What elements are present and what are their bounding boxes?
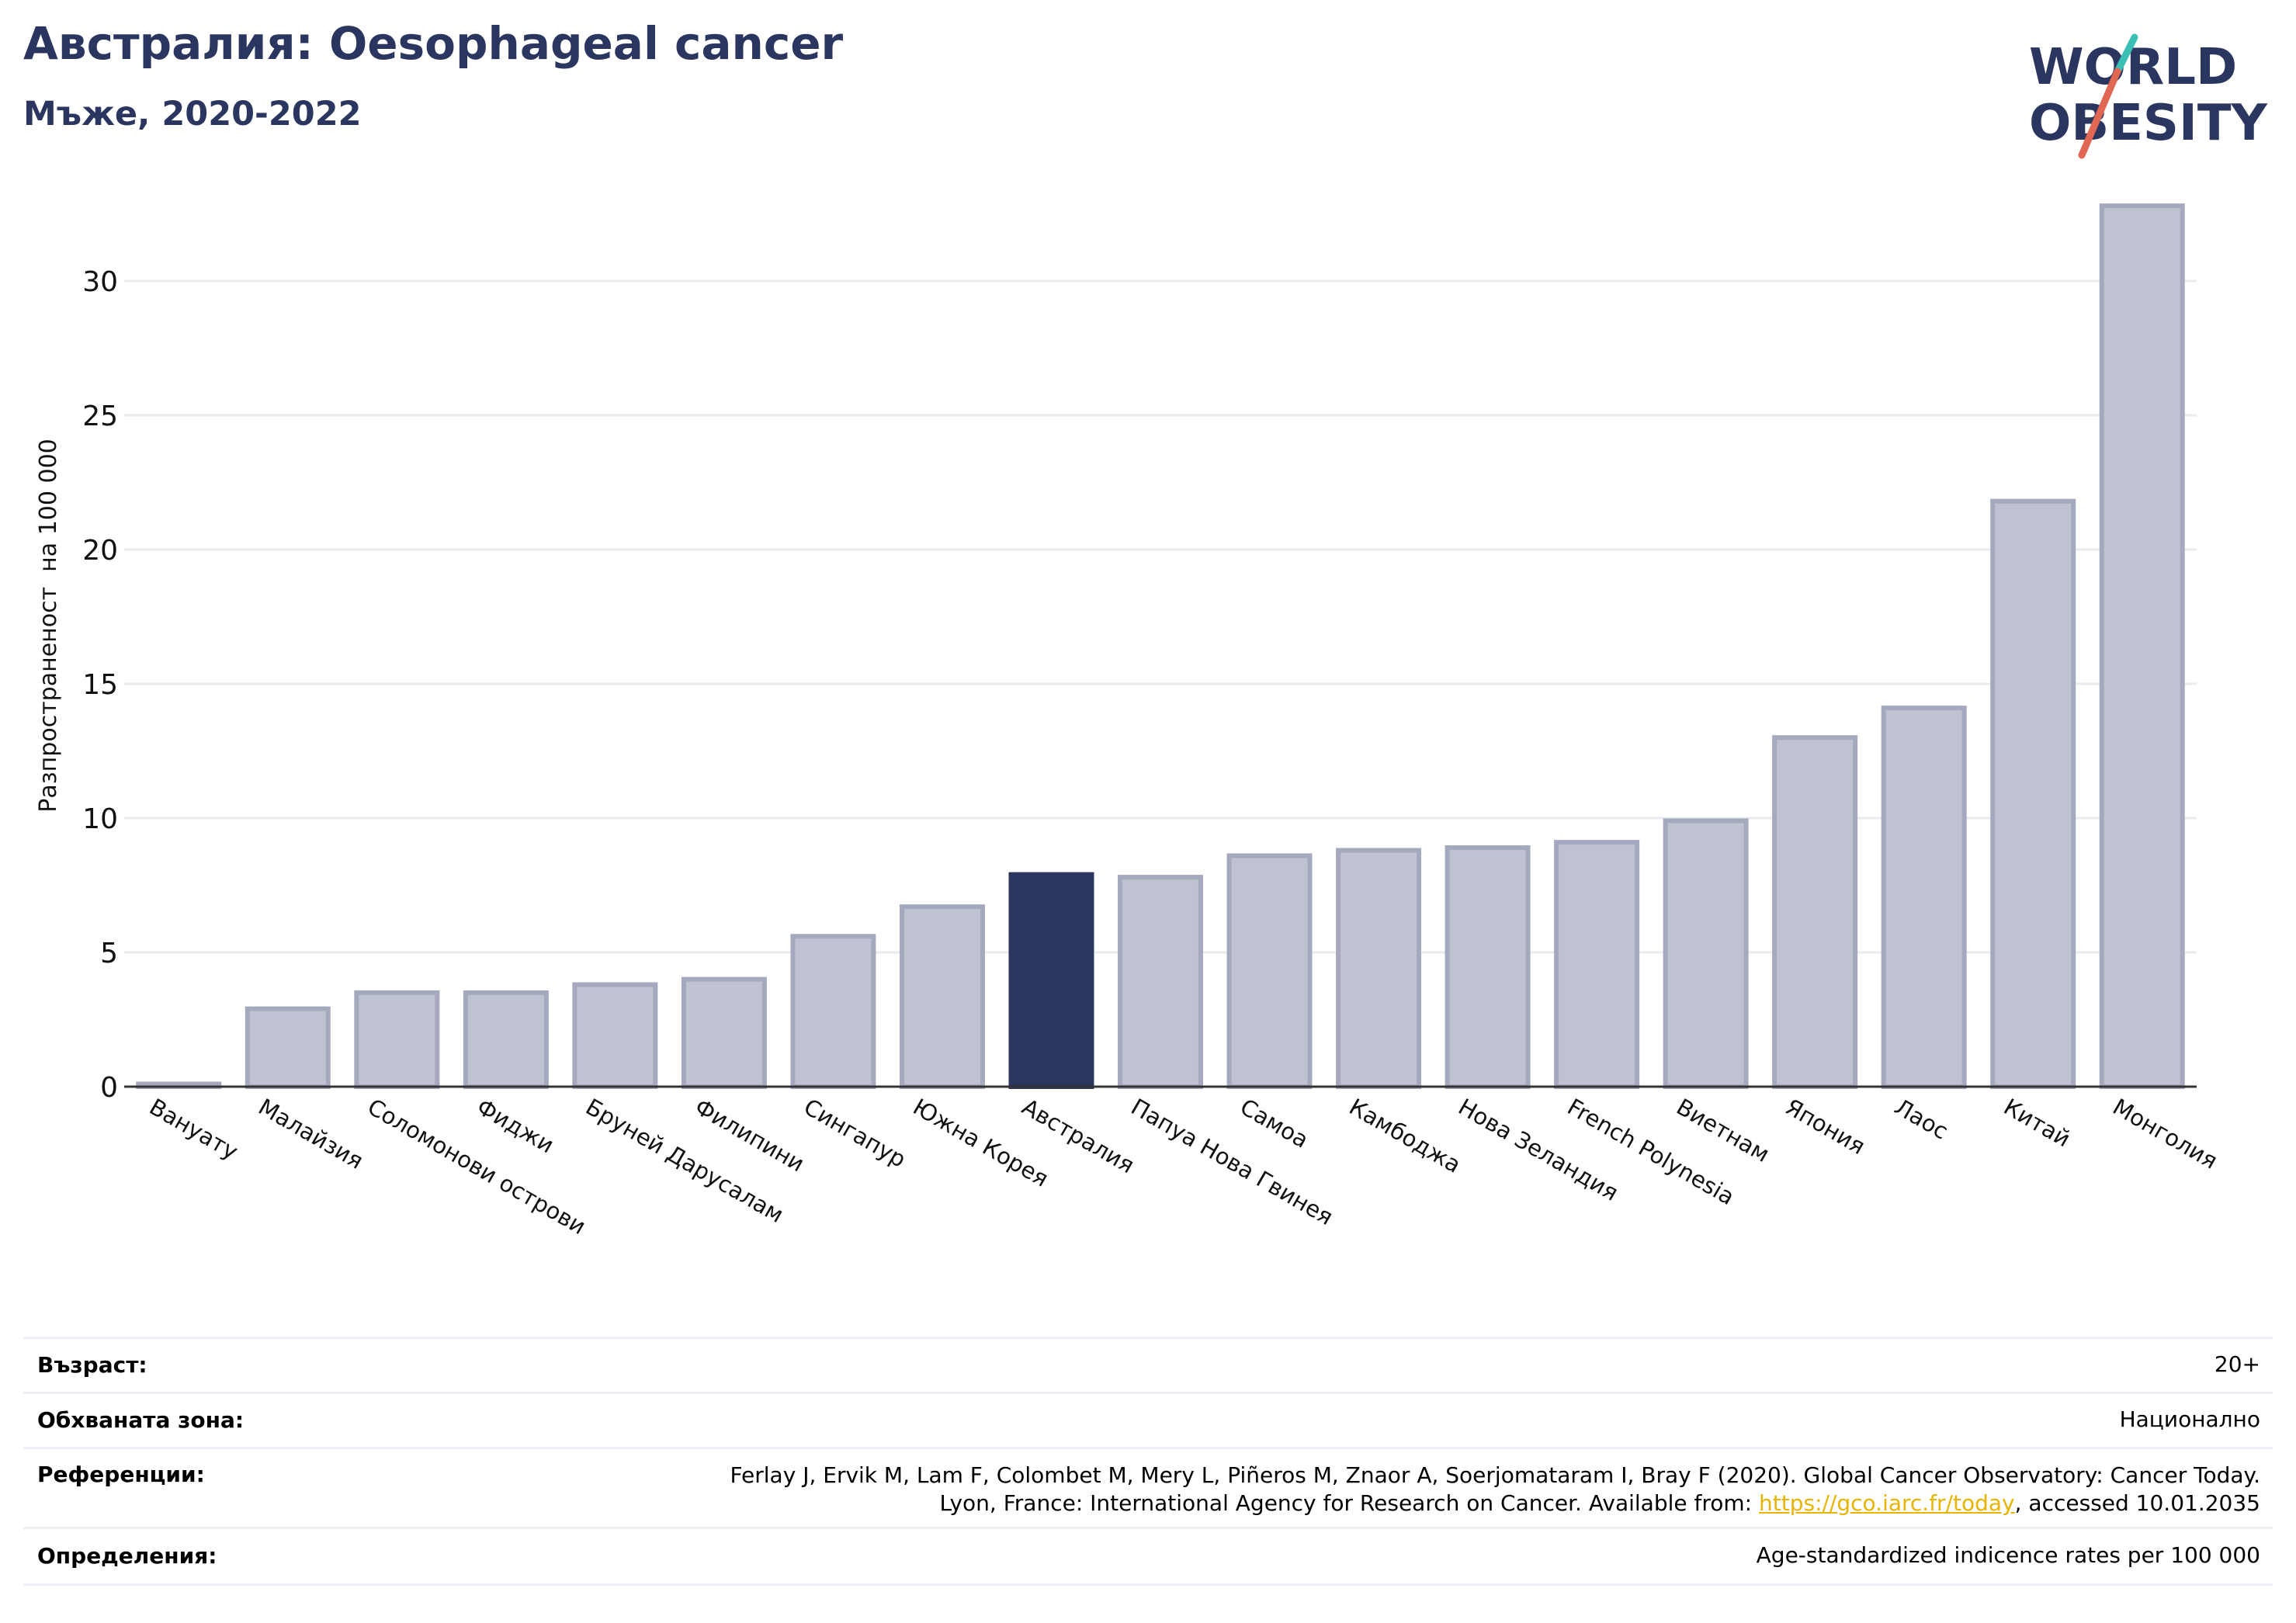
y-tick-label: 15 [82,669,118,701]
info-row-references: Референции: Ferlay J, Ervik M, Lam F, Co… [23,1447,2273,1527]
y-tick-label: 20 [82,535,118,567]
x-tick-label: Япония [1781,1094,1870,1160]
bar [1881,706,1967,1089]
x-tick-label: Самоа [1236,1094,1313,1153]
x-tick-label: Китай [1999,1094,2075,1153]
references-label: Референции: [37,1462,205,1487]
x-tick-label: Папуа Нова Гвинея [1127,1094,1338,1231]
bar [1226,853,1313,1089]
reference-link[interactable]: https://gco.iarc.fr/today [1759,1490,2015,1516]
info-row-definitions: Определения: Age-standardized indicence … [23,1527,2273,1586]
bar [681,976,767,1089]
bar [790,934,876,1089]
info-row-age: Възраст: 20+ [23,1337,2273,1392]
bar [354,990,440,1090]
bar [2099,203,2185,1089]
bar [899,904,985,1090]
reference-line-2: Lyon, France: International Agency for R… [939,1490,2260,1516]
bar [1663,818,1749,1089]
bar [1118,875,1203,1089]
definitions-label: Определения: [37,1543,217,1569]
bar [1008,872,1094,1090]
y-tick-label: 10 [82,803,118,835]
y-axis-label: Разпространеност на 100 000 [35,439,62,813]
logo-line2: OBESITY [2029,95,2267,152]
chart-title: Австралия: Oesophageal cancer [23,17,844,70]
reference-line-1: Ferlay J, Ervik M, Lam F, Colombet M, Me… [730,1462,2260,1488]
x-tick-label: Бруней Дарусалам [581,1094,789,1229]
definitions-value: Age-standardized indicence rates per 100… [1756,1542,2260,1568]
bar [463,990,549,1090]
bar [1990,498,2076,1089]
x-tick-label: Камбоджа [1345,1094,1465,1178]
area-value: Национално [2119,1406,2260,1432]
y-tick-label: 25 [82,401,118,432]
area-label: Обхваната зона: [37,1407,245,1433]
x-tick-label: Вануату [145,1094,243,1165]
chart-subtitle: Мъже, 2020-2022 [23,95,362,134]
world-obesity-logo: WORLD OBESITY [2029,33,2267,159]
x-tick-label: Сингапур [799,1094,910,1173]
info-table: Възраст: 20+ Обхваната зона: Национално … [23,1337,2273,1586]
bar [1772,735,1858,1089]
x-tick-label: Виетнам [1672,1094,1774,1167]
references-value: Ferlay J, Ervik M, Lam F, Colombet M, Me… [730,1462,2260,1517]
x-tick-label: Монголия [2108,1094,2221,1174]
y-tick-label: 0 [100,1072,118,1104]
info-row-area: Обхваната зона: Национално [23,1392,2273,1447]
bar [1336,848,1422,1090]
x-tick-label: Фиджи [472,1094,558,1159]
y-tick-label: 30 [82,266,118,298]
bar [1554,840,1640,1089]
bar [245,1006,331,1090]
logo-line1: WORLD [2029,39,2237,96]
age-label: Възраст: [37,1352,147,1378]
y-tick-label: 5 [100,938,118,969]
age-value: 20+ [2214,1351,2260,1377]
bar [572,982,658,1090]
bar [1445,845,1531,1090]
x-tick-label: Малайзия [254,1094,368,1174]
x-tick-label: Лаос [1890,1094,1952,1145]
